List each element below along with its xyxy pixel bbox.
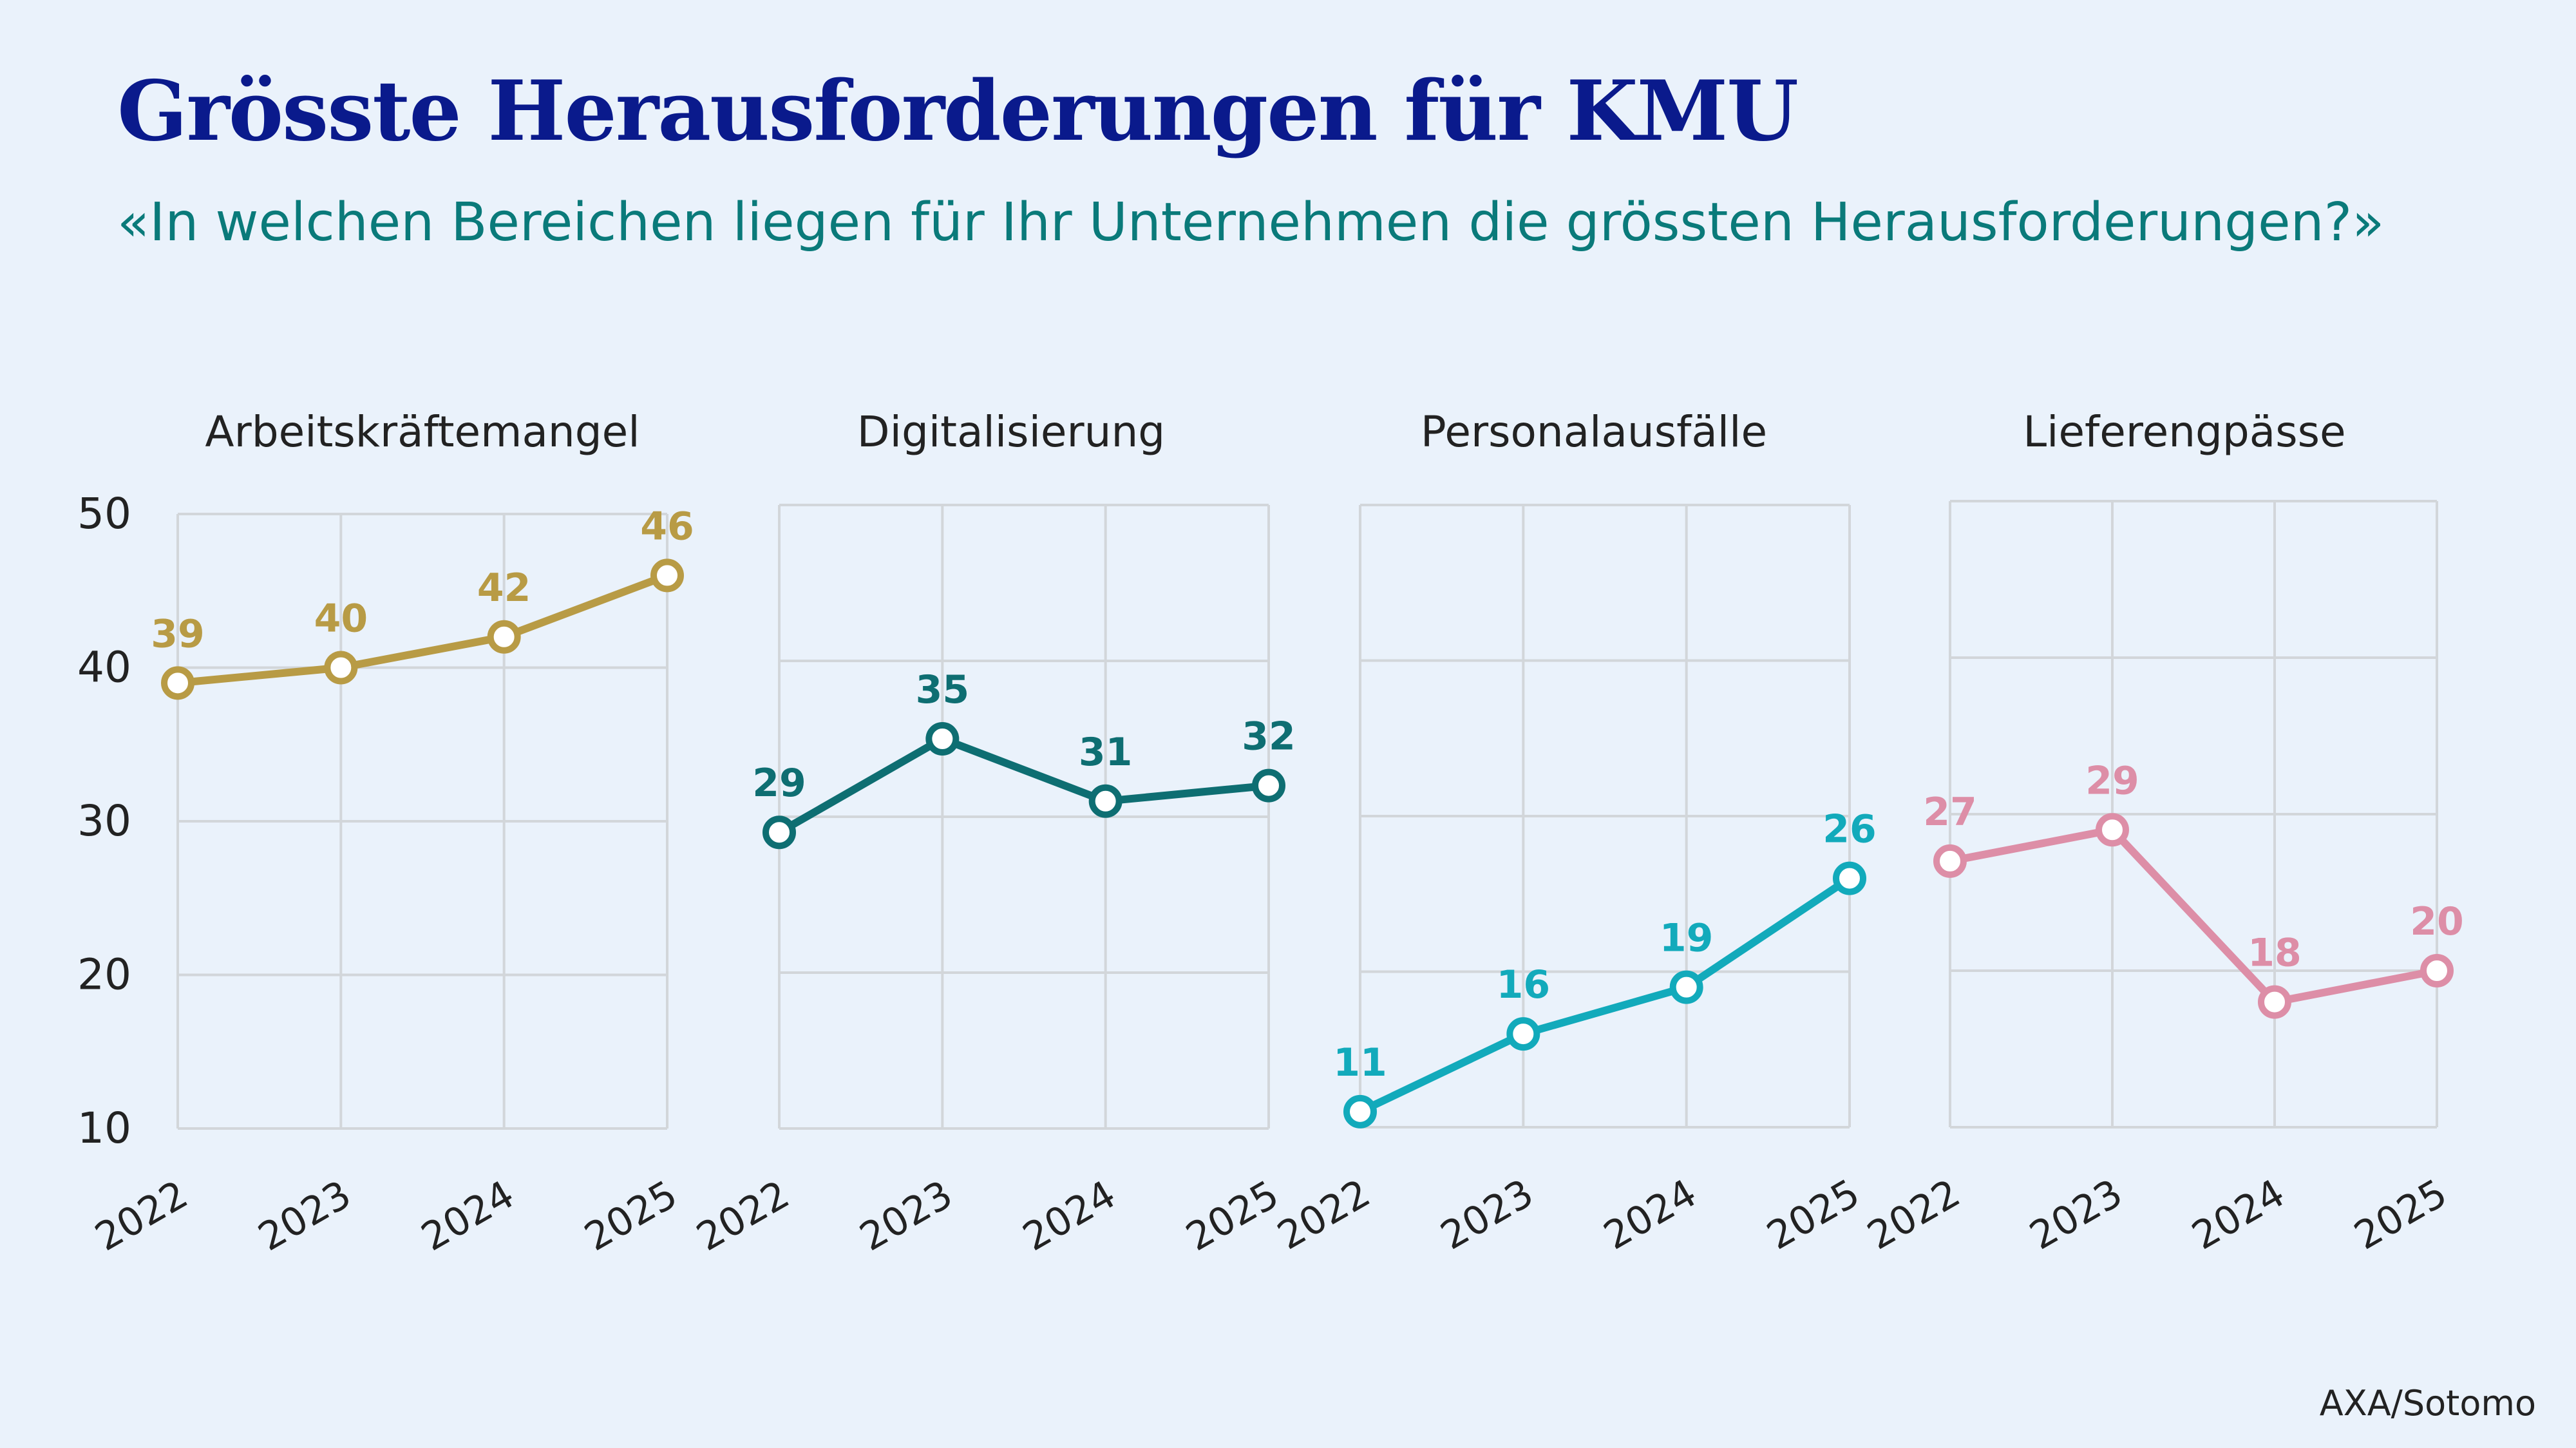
data-label: 11 <box>1333 1040 1387 1085</box>
series-line <box>775 735 1273 837</box>
data-point <box>2096 813 2129 847</box>
data-point <box>1343 1094 1377 1129</box>
chart-title: Grösste Herausforderungen für KMU <box>117 63 1799 160</box>
data-label: 39 <box>151 611 205 656</box>
data-label: 42 <box>477 566 531 611</box>
chart-panel-1: Arbeitskräftemangel 10 20 30 40 50 2022 2023 202… <box>77 407 694 1260</box>
y-tick-label: 20 <box>77 950 131 1000</box>
data-point <box>1088 784 1122 818</box>
panel-title: Lieferengpässe <box>2023 407 2345 457</box>
data-label: 40 <box>314 596 368 642</box>
x-tick-label: 2025 <box>2347 1170 2454 1259</box>
series-line <box>1356 874 1853 1116</box>
data-label: 32 <box>1242 714 1296 759</box>
x-tick-label: 2023 <box>1434 1170 1541 1259</box>
x-tick-label: 2024 <box>1596 1170 1704 1259</box>
x-tick-label: 2025 <box>1759 1170 1867 1259</box>
x-tick-label: 2022 <box>1270 1170 1378 1259</box>
series-line <box>174 571 671 687</box>
x-tick-label: 2024 <box>2184 1170 2292 1259</box>
chart-panel-4: Lieferengpässe 2022 2023 2024 2025 27 29 18 20 <box>1860 407 2463 1259</box>
y-tick-label: 50 <box>77 489 131 538</box>
data-point <box>650 558 684 593</box>
chart-panel-3: Personalausfälle 2022 2023 2024 2025 11 16 19 26 <box>1270 407 1876 1259</box>
data-label: 46 <box>640 504 694 549</box>
y-tick-label: 30 <box>77 796 131 846</box>
data-point <box>161 666 194 700</box>
panel-title: Personalausfälle <box>1421 407 1767 457</box>
x-tick-label: 2024 <box>414 1172 522 1260</box>
data-point <box>1833 861 1866 895</box>
x-tick-label: 2023 <box>853 1172 960 1260</box>
x-tick-label: 2022 <box>1860 1170 1967 1259</box>
data-label: 20 <box>2410 899 2464 944</box>
data-point <box>1252 768 1285 803</box>
data-point <box>1933 844 1967 878</box>
panel-title: Digitalisierung <box>857 407 1165 457</box>
data-point <box>1669 970 1703 1004</box>
data-label: 29 <box>752 761 806 806</box>
data-point <box>324 651 358 685</box>
data-point <box>2420 954 2454 987</box>
panel-title: Arbeitskräftemangel <box>205 407 639 457</box>
data-label: 26 <box>1823 807 1877 852</box>
data-label: 27 <box>1923 790 1977 835</box>
x-tick-label: 2023 <box>251 1172 359 1260</box>
data-point <box>1506 1017 1540 1051</box>
data-point <box>925 722 960 756</box>
x-tick-label: 2022 <box>88 1172 195 1260</box>
x-tick-label: 2024 <box>1016 1172 1123 1260</box>
data-label: 31 <box>1079 730 1133 775</box>
data-label: 16 <box>1497 962 1551 1007</box>
y-tick-label: 40 <box>77 643 131 692</box>
y-tick-label: 10 <box>77 1103 131 1153</box>
data-point <box>762 815 796 850</box>
data-point <box>2258 985 2291 1019</box>
source-label: AXA/Sotomo <box>2319 1383 2536 1424</box>
x-tick-label: 2023 <box>2022 1170 2130 1259</box>
chart-panel-2: Digitalisierung 2022 2023 2024 2025 29 35 31 32 <box>689 407 1295 1260</box>
x-tick-label: 2025 <box>1179 1172 1286 1260</box>
series-line <box>1946 826 2441 1006</box>
data-point <box>487 620 521 654</box>
data-label: 19 <box>1660 916 1714 961</box>
data-label: 29 <box>2085 758 2139 803</box>
data-label: 35 <box>916 667 970 712</box>
x-tick-label: 2022 <box>689 1172 797 1260</box>
chart-subtitle: «In welchen Bereichen liegen für Ihr Unt… <box>117 192 2385 253</box>
data-label: 18 <box>2248 931 2302 976</box>
x-tick-label: 2025 <box>577 1172 685 1260</box>
